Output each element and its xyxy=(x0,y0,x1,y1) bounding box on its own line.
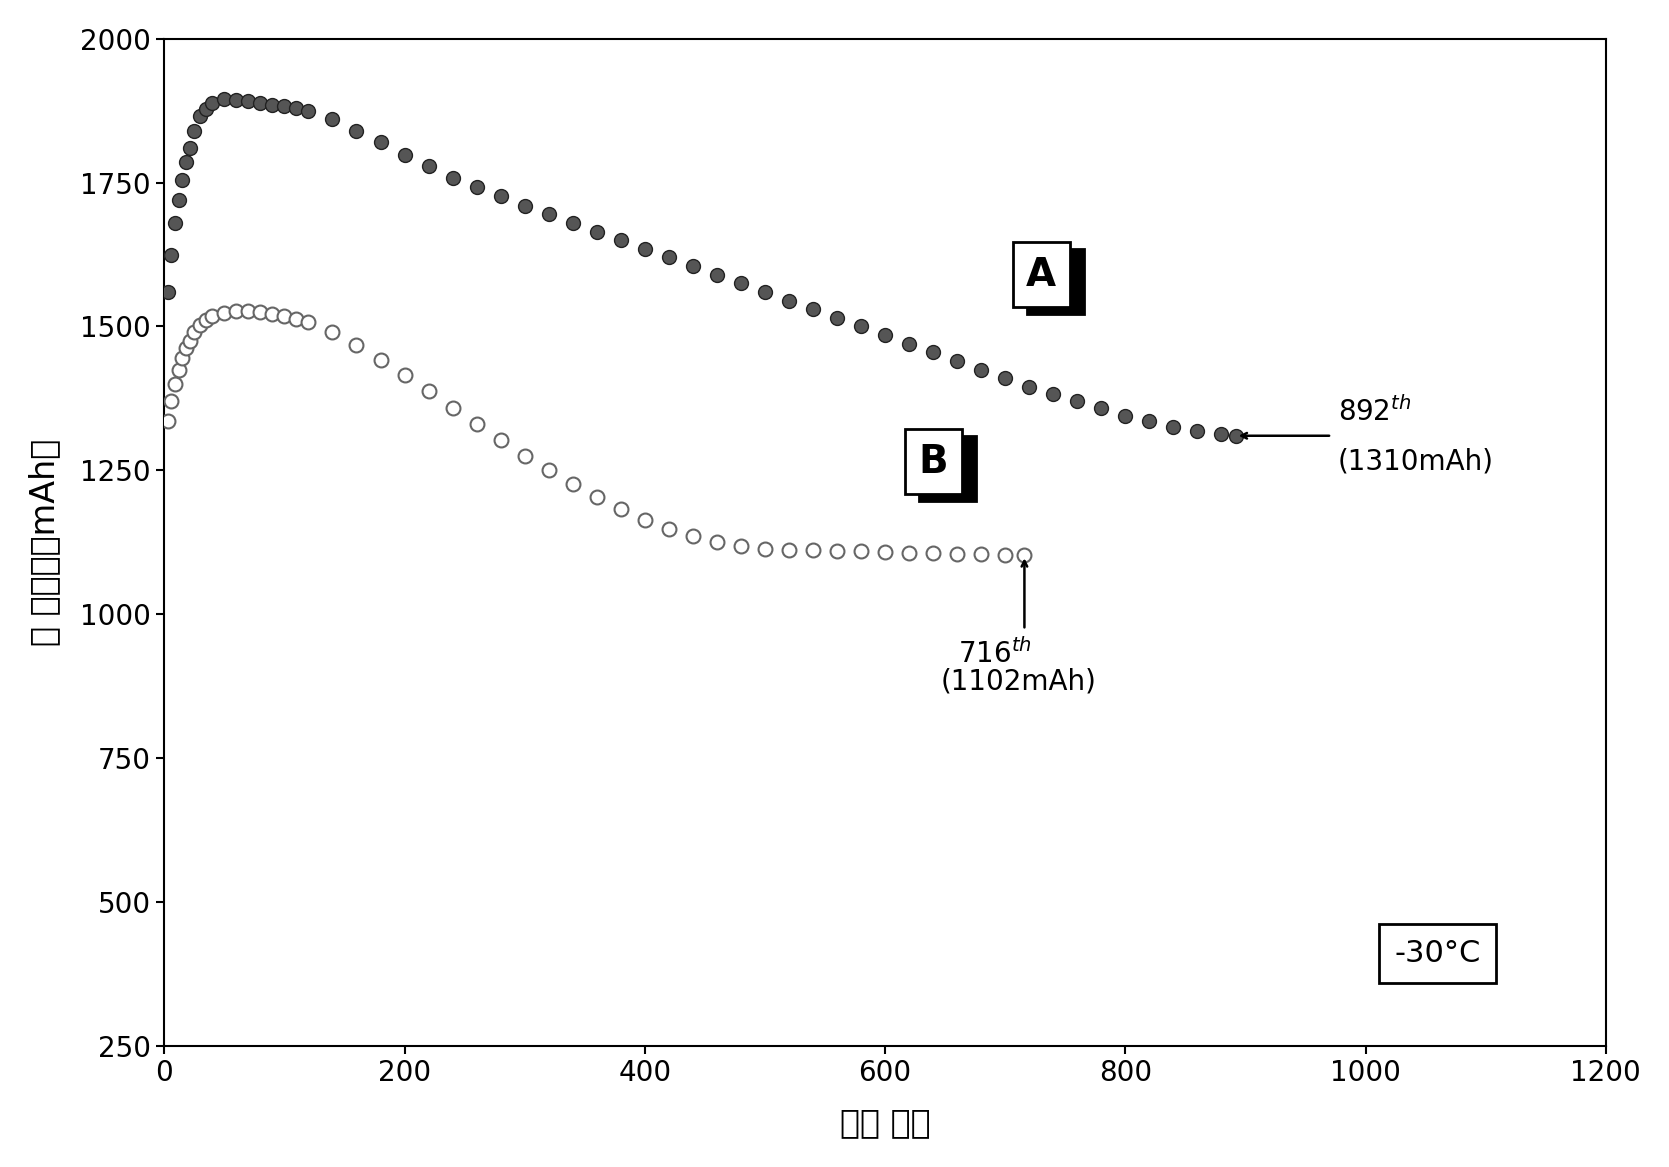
Text: (1310mAh): (1310mAh) xyxy=(1339,447,1494,475)
X-axis label: 循环 次数: 循环 次数 xyxy=(840,1106,930,1139)
Text: B: B xyxy=(918,442,948,481)
Text: -30°C: -30°C xyxy=(1395,939,1480,969)
Y-axis label: 放 电容量（mAh）: 放 电容量（mAh） xyxy=(28,439,60,645)
Text: (1102mAh): (1102mAh) xyxy=(940,668,1097,696)
Text: A: A xyxy=(1040,263,1071,301)
Text: A: A xyxy=(1026,256,1056,294)
Text: 892$^{th}$: 892$^{th}$ xyxy=(1339,397,1412,427)
Text: 716$^{th}$: 716$^{th}$ xyxy=(958,638,1031,670)
Text: B: B xyxy=(933,449,963,488)
